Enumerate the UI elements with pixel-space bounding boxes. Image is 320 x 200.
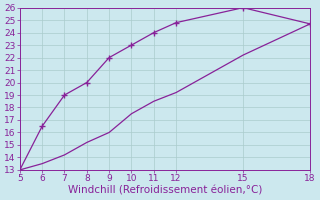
X-axis label: Windchill (Refroidissement éolien,°C): Windchill (Refroidissement éolien,°C) [68,186,262,196]
